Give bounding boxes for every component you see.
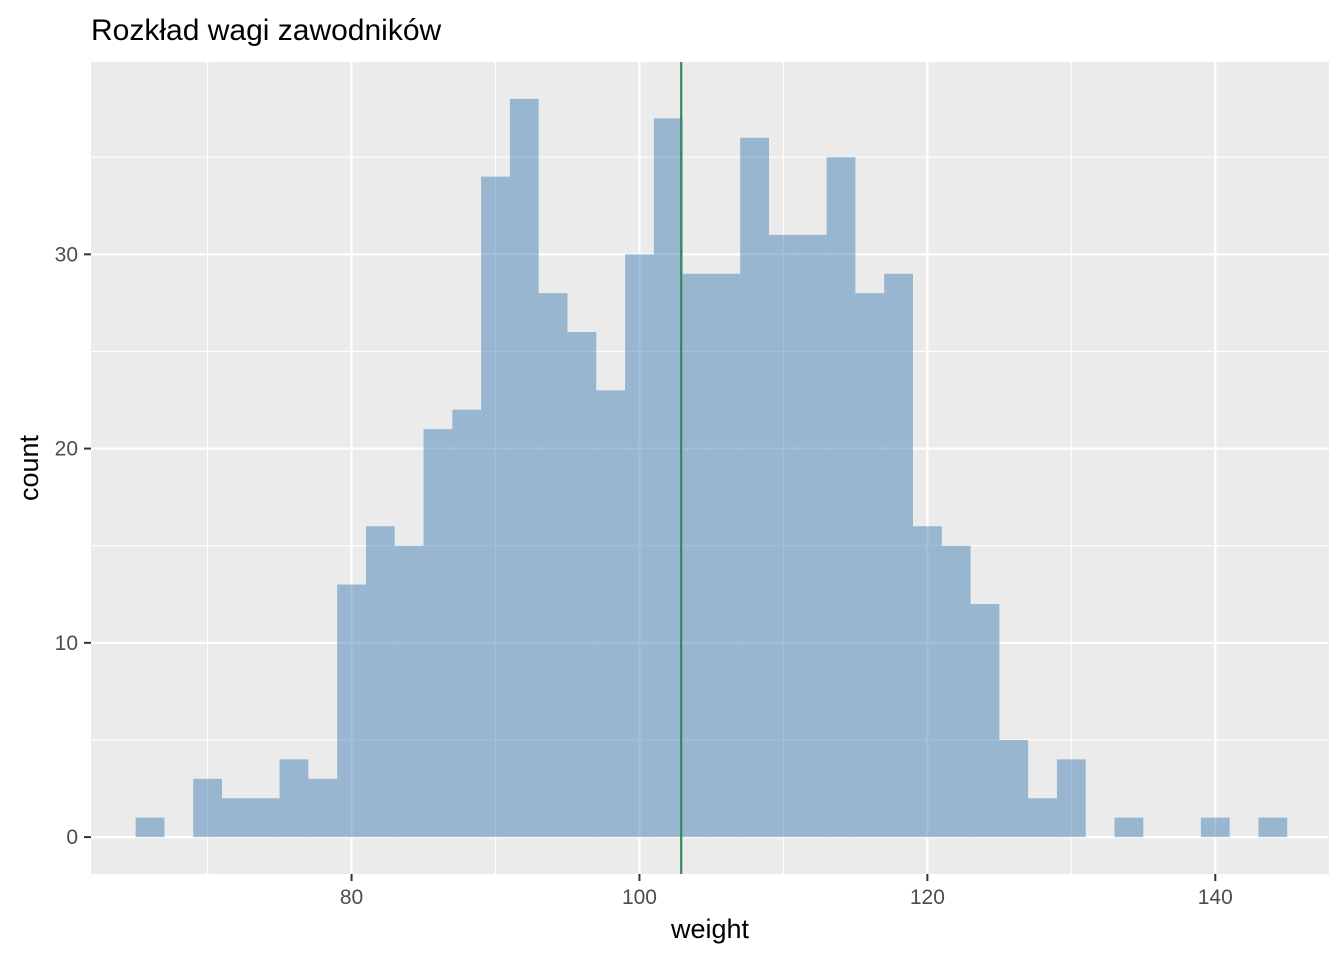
histogram-bar xyxy=(481,176,510,838)
histogram-bar xyxy=(884,273,913,838)
y-axis-ticks: 0 10 20 30 xyxy=(55,243,91,849)
histogram-bar xyxy=(596,390,626,838)
histogram-bars xyxy=(135,98,1288,838)
histogram-bar xyxy=(1258,817,1288,838)
y-tick-label: 10 xyxy=(55,632,78,655)
x-axis-ticks: 80 100 120 140 xyxy=(340,874,1233,909)
histogram-bar xyxy=(912,526,942,838)
histogram-bar xyxy=(423,429,453,838)
histogram-bar xyxy=(509,98,539,838)
x-tick-label: 120 xyxy=(910,886,945,909)
histogram-bar xyxy=(1114,817,1144,838)
histogram-bar xyxy=(250,798,280,838)
x-axis-title: weight xyxy=(670,914,750,944)
chart-title: Rozkład wagi zawodników xyxy=(91,14,442,47)
histogram-bar xyxy=(769,234,798,838)
histogram-bar xyxy=(941,545,971,838)
histogram-bar xyxy=(653,118,683,838)
histogram-bar xyxy=(1028,798,1057,838)
histogram-bar xyxy=(538,293,568,838)
histogram-bar xyxy=(452,409,482,838)
y-axis-title: count xyxy=(14,434,44,501)
histogram-bar xyxy=(279,759,309,838)
histogram-bar xyxy=(193,778,222,838)
histogram-bar xyxy=(394,545,424,838)
histogram-bar xyxy=(625,254,654,838)
y-tick-label: 0 xyxy=(66,826,78,849)
histogram-bar xyxy=(740,137,770,838)
x-tick-label: 140 xyxy=(1198,886,1233,909)
histogram-bar xyxy=(308,778,338,838)
histogram-bar xyxy=(855,293,885,838)
histogram-bar xyxy=(682,273,712,838)
histogram-bar xyxy=(826,157,856,838)
histogram-bar xyxy=(1056,759,1086,838)
y-tick-label: 30 xyxy=(55,243,78,266)
y-tick-label: 20 xyxy=(55,438,78,461)
histogram-bar xyxy=(365,526,395,838)
histogram-bar xyxy=(567,332,597,838)
histogram-bar xyxy=(135,817,165,838)
histogram-bar xyxy=(711,273,741,838)
histogram-bar xyxy=(1200,817,1230,838)
histogram-bar xyxy=(337,584,366,838)
histogram-bar xyxy=(999,739,1029,838)
x-tick-label: 80 xyxy=(340,886,363,909)
x-tick-label: 100 xyxy=(622,886,657,909)
histogram-bar xyxy=(221,798,251,838)
histogram-bar xyxy=(970,603,1000,838)
histogram-bar xyxy=(797,234,827,838)
